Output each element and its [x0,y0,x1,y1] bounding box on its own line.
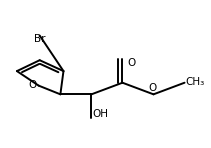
Text: O: O [128,58,136,68]
Text: O: O [28,80,36,90]
Text: O: O [148,83,157,93]
Text: OH: OH [92,109,108,119]
Text: CH₃: CH₃ [186,77,205,87]
Text: Br: Br [34,34,45,44]
